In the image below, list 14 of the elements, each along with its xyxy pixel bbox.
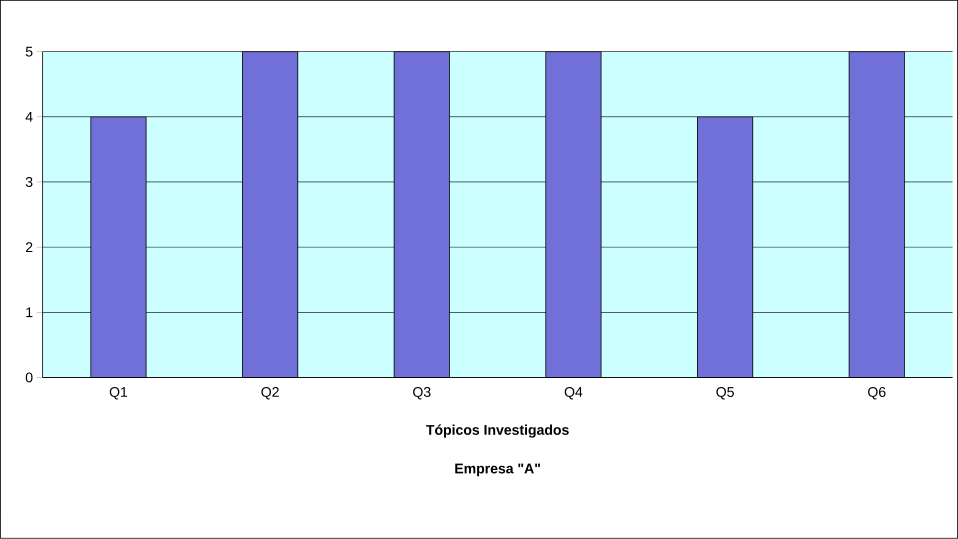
x-tick-label: Q6 (868, 387, 886, 400)
x-tick-label: Q1 (110, 387, 128, 400)
y-tick-label: 2 (26, 242, 32, 252)
x-tick-label: Q5 (716, 387, 734, 400)
y-tick-label: 3 (26, 177, 32, 188)
text: Empresa "A" (455, 464, 540, 476)
x-tick-label: Q3 (413, 387, 431, 400)
y-tick-label: 1 (26, 308, 32, 318)
y-tick-label: 4 (26, 112, 33, 122)
x-tick-label: Q4 (564, 387, 582, 400)
y-tick-label: 0 (26, 372, 33, 383)
y-tick-label: 5 (26, 46, 32, 57)
x-axis-title: Tópicos Investigados (426, 424, 569, 438)
x-tick-label: Q2 (261, 387, 279, 400)
